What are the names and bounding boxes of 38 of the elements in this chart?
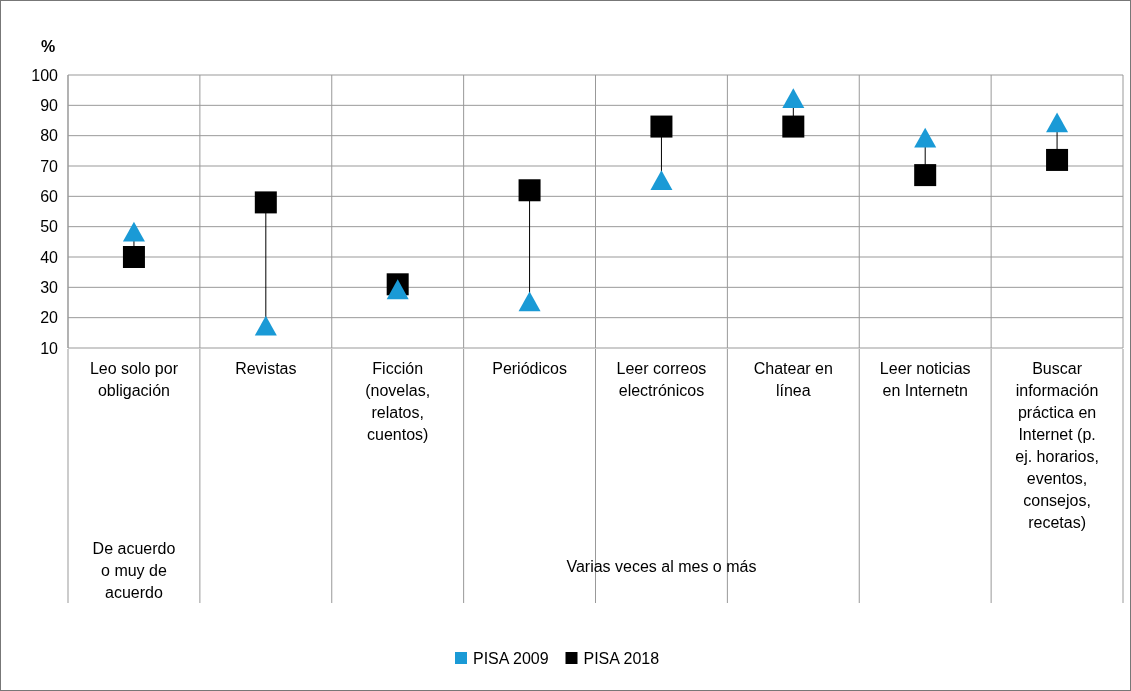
point [1046,148,1069,171]
point [1046,112,1069,133]
x-tick-label: Chatear en línea [753,360,833,399]
y-tick-label: 80 [40,127,59,145]
y-tick-label: 50 [40,218,59,236]
point [518,179,541,202]
y-tick-label: 70 [40,157,59,175]
point [650,170,673,190]
y-tick-label: 90 [40,96,59,114]
point [122,221,145,242]
point [914,127,937,148]
point [518,291,541,312]
y-tick-label: 60 [40,187,59,205]
x-tick-label: Leer correos electrónicos [616,360,707,399]
y-tick-label: 10 [40,339,59,357]
y-tick-label: 20 [40,309,59,327]
text: De acuerdo o muy de acuerdo [92,540,176,601]
point [782,88,805,109]
y-tick-label: 30 [40,278,59,296]
point [254,191,277,214]
text: Varias veces al mes o más [566,558,757,575]
point [650,115,673,138]
x-tick-label: Buscar información práctica en Internet (p. ej. horarios, eventos, consejos, recetas) [1015,360,1099,531]
x-tick-label: Leo solo por obligación [89,360,179,399]
point [782,115,805,138]
point [122,246,145,268]
legend-label: PISA 2018 [583,649,660,667]
point [254,315,277,336]
y-tick-label: 40 [40,248,59,266]
x-tick-label: Leer noticias en Internetn [879,360,971,399]
x-tick-label: Periódicos [492,360,567,377]
point [386,279,409,300]
x-tick-label: Revistas [235,360,297,377]
point [914,164,937,187]
x-tick-label: Ficción (novelas, relatos, cuentos) [365,360,431,443]
y-tick-label: 100 [31,66,59,84]
legend-label: PISA 2009 [473,649,549,667]
y-axis-title: % [40,38,56,55]
